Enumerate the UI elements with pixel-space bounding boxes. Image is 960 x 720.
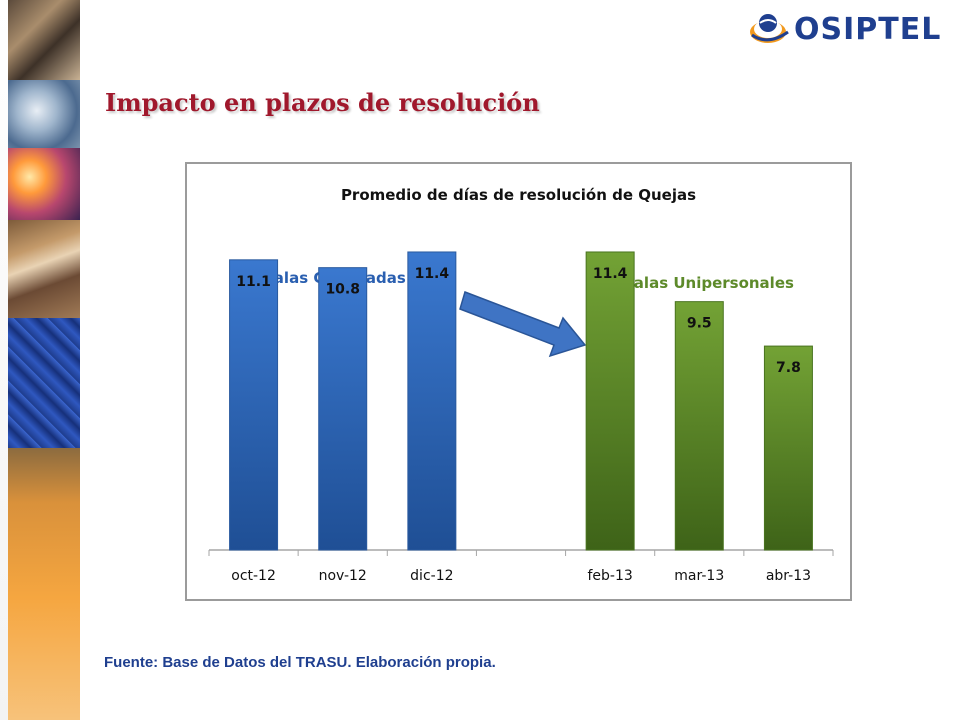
strip-edge xyxy=(0,0,8,720)
logo-globe-icon xyxy=(750,14,789,43)
chart-plot: oct-12 nov-12 dic-12 feb-13 mar-13 abr-13 11.… xyxy=(208,251,834,584)
bar-dic-12 xyxy=(407,251,457,551)
bar-nov-12 xyxy=(318,267,368,551)
x-tick-label: nov-12 xyxy=(319,568,367,584)
data-label-nov-12: 10.8 xyxy=(325,282,360,298)
bar-oct-12 xyxy=(229,259,279,551)
data-label-abr-13: 7.8 xyxy=(776,360,801,376)
bar-abr-13 xyxy=(763,345,813,551)
group-label-salas-unipersonales: Salas Unipersonales xyxy=(623,274,794,292)
x-tick-label: oct-12 xyxy=(231,568,276,584)
bar-feb-13 xyxy=(585,251,635,551)
chart-frame: Promedio de días de resolución de Quejas… xyxy=(185,162,852,601)
x-tick-label: abr-13 xyxy=(766,568,811,584)
bar-mar-13 xyxy=(674,301,724,551)
page-title: Impacto en plazos de resolución xyxy=(105,88,540,117)
logo-text: OSIPTEL xyxy=(794,12,942,47)
data-label-feb-13: 11.4 xyxy=(593,266,628,282)
transition-arrow-icon xyxy=(459,291,587,358)
x-tick-label: dic-12 xyxy=(410,568,453,584)
photo-fiber-optics-image xyxy=(8,148,80,220)
photo-satellite-dish-image xyxy=(8,80,80,148)
photo-people-image xyxy=(8,0,80,80)
chart-title: Promedio de días de resolución de Quejas xyxy=(340,186,697,204)
x-tick-label: feb-13 xyxy=(587,568,632,584)
data-label-mar-13: 9.5 xyxy=(687,316,712,332)
data-label-oct-12: 11.1 xyxy=(236,274,271,290)
photo-keypad-image xyxy=(8,318,80,448)
osiptel-logo: OSIPTEL xyxy=(748,8,948,50)
source-note: Fuente: Base de Datos del TRASU. Elabora… xyxy=(104,654,496,671)
decorative-photo-strip xyxy=(0,0,82,720)
data-label-dic-12: 11.4 xyxy=(415,266,450,282)
photo-phone-booth-image xyxy=(8,220,80,318)
x-tick-label: mar-13 xyxy=(674,568,724,584)
strip-gradient xyxy=(8,448,80,720)
